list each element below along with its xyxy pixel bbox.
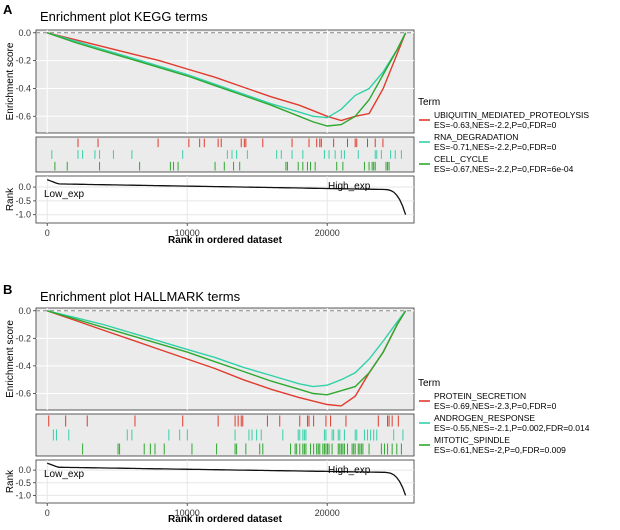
es-line-mitotic-spindle [47, 310, 407, 396]
es-line-cell-cycle [46, 32, 407, 127]
y-tick-label: 0.0 [18, 28, 31, 38]
legend-entry-stats: ES=-0.69,NES=-2.3,P=0,FDR=0 [434, 401, 557, 411]
chart-title: Enrichment plot HALLMARK terms [40, 289, 241, 304]
chart-panel-b: B Enrichment plot HALLMARK terms 0.0 -0.2 -0… [3, 282, 590, 525]
legend-entry-stats: ES=-0.55,NES=-2.1,P=0.002,FDR=0.014 [434, 423, 590, 433]
y-tick-label: -0.2 [15, 56, 31, 66]
legend-entry-name: CELL_CYCLE [434, 154, 489, 164]
rank-metric-line [46, 462, 407, 496]
y-tick-label: -0.6 [15, 388, 31, 398]
legend-entry-name: UBIQUITIN_MEDIATED_PROTEOLYSIS [434, 110, 589, 120]
y-tick-label: 0.0 [18, 306, 31, 316]
legend-title: Term [418, 378, 440, 389]
es-line-rna-degradation [47, 32, 407, 119]
es-plot-area [35, 307, 415, 411]
legend-entry-name: PROTEIN_SECRETION [434, 391, 526, 401]
low-exp-label: Low_exp [44, 469, 84, 480]
rank-y-tick-label: 0.0 [18, 465, 31, 475]
es-line-ubiquitin-mediated-proteolysis [47, 32, 407, 122]
legend-entry-name: RNA_DEGRADATION [434, 132, 518, 142]
legend: TermUBIQUITIN_MEDIATED_PROTEOLYSISES=-0.… [418, 97, 589, 174]
legend-entry-stats: ES=-0.61,NES=-2,P=0,FDR=0.009 [434, 445, 566, 455]
x-axis-label: Rank in ordered dataset [168, 514, 283, 525]
y-axis-label: Enrichment score [5, 320, 16, 398]
x-tick-label: 0 [45, 508, 50, 518]
y-axis-label: Enrichment score [5, 42, 16, 120]
rank-y-axis-label: Rank [5, 187, 16, 211]
x-tick-label: 20000 [315, 508, 340, 518]
es-line-androgen-response [47, 310, 407, 388]
high-exp-label: High_exp [328, 181, 371, 192]
x-tick-label: 10000 [175, 228, 200, 238]
es-plot-area [35, 29, 415, 134]
panel-label: B [3, 282, 12, 297]
rank-y-tick-label: -0.5 [15, 478, 31, 488]
rank-y-tick-label: 0.0 [18, 182, 31, 192]
rank-y-axis-label: Rank [5, 469, 16, 493]
rank-y-tick-label: -0.5 [15, 196, 31, 206]
panel-label: A [3, 2, 13, 17]
chart-title: Enrichment plot KEGG terms [40, 9, 208, 24]
rank-y-tick-label: -1.0 [15, 490, 31, 500]
hit-bars-area [35, 136, 415, 173]
rank-metric-line [46, 178, 407, 215]
rank-y-tick-label: -1.0 [15, 210, 31, 220]
legend-entry-stats: ES=-0.71,NES=-2.2,P=0,FDR=0 [434, 142, 557, 152]
hit-bars-area [35, 413, 415, 457]
legend: Term PROTEIN_SECRETIONES=-0.69,NES=-2.3,P… [418, 378, 590, 455]
legend-entry-name: ANDROGEN_RESPONSE [434, 413, 535, 423]
legend-entry-stats: ES=-0.63,NES=-2.2,P=0,FDR=0 [434, 120, 557, 130]
x-tick-label: 10000 [175, 508, 200, 518]
y-tick-label: -0.4 [15, 361, 31, 371]
high-exp-label: High_exp [328, 465, 371, 476]
y-tick-label: -0.6 [15, 111, 31, 121]
y-tick-label: -0.4 [15, 83, 31, 93]
chart-panel-a: A Enrichment plot KEGG terms 0.0 -0.2 -0.4 -0… [3, 2, 589, 246]
x-tick-label: 0 [45, 228, 50, 238]
x-tick-label: 20000 [315, 228, 340, 238]
y-tick-label: -0.2 [15, 333, 31, 343]
legend-title: Term [418, 97, 440, 108]
low-exp-label: Low_exp [44, 189, 84, 200]
legend-entry-name: MITOTIC_SPINDLE [434, 435, 510, 445]
x-axis-label: Rank in ordered dataset [168, 235, 283, 246]
legend-entry-stats: ES=-0.67,NES=-2.2,P=0,FDR=6e-04 [434, 164, 574, 174]
